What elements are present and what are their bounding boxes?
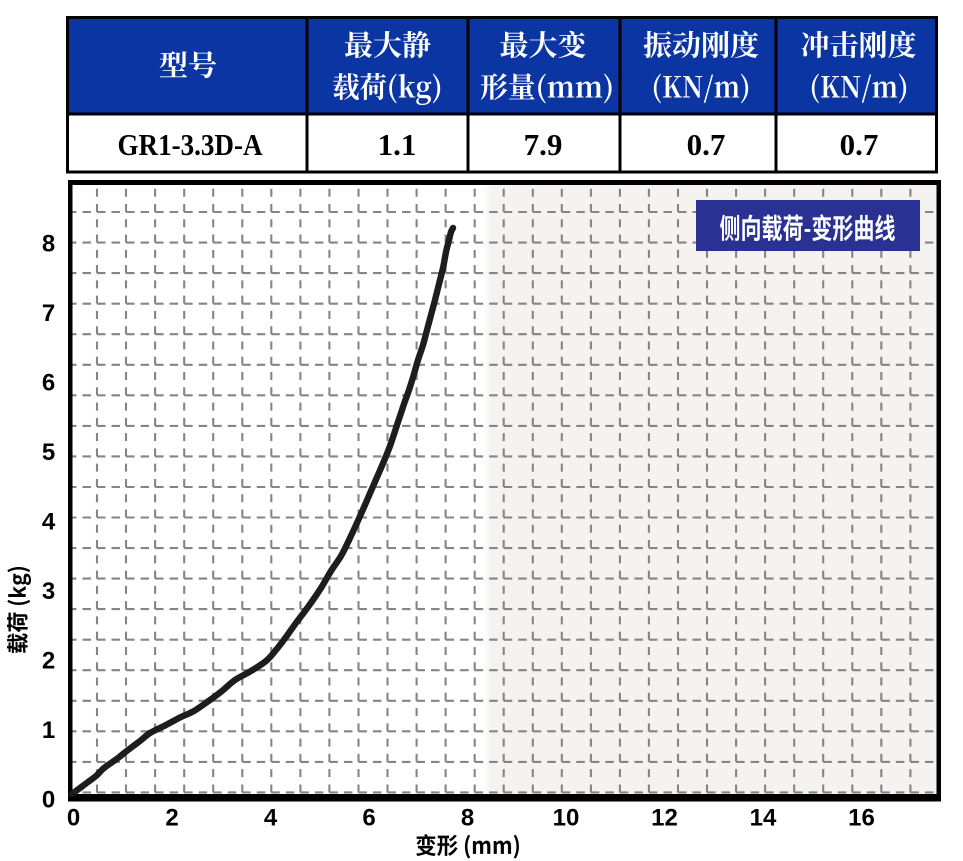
svg-text:6: 6 [42, 370, 55, 397]
svg-text:3: 3 [42, 578, 55, 605]
svg-text:16: 16 [848, 805, 875, 832]
svg-text:4: 4 [42, 509, 56, 536]
svg-text:10: 10 [553, 805, 580, 832]
svg-text:0.7: 0.7 [840, 127, 879, 162]
svg-text:0.7: 0.7 [687, 127, 726, 162]
svg-text:7.9: 7.9 [524, 127, 563, 162]
svg-text:GR1-3.3D-A: GR1-3.3D-A [118, 127, 264, 162]
svg-text:14: 14 [750, 805, 777, 832]
svg-text:12: 12 [651, 805, 678, 832]
svg-text:1.1: 1.1 [378, 127, 417, 162]
svg-text:0: 0 [67, 805, 80, 832]
svg-text:1: 1 [42, 717, 55, 744]
svg-text:2: 2 [165, 805, 178, 832]
svg-text:5: 5 [42, 439, 55, 466]
svg-text:4: 4 [264, 805, 278, 832]
svg-text:2: 2 [42, 648, 55, 675]
svg-text:6: 6 [362, 805, 375, 832]
svg-text:8: 8 [461, 805, 474, 832]
svg-text:8: 8 [42, 231, 55, 258]
svg-text:7: 7 [42, 300, 55, 327]
svg-text:0: 0 [42, 787, 55, 814]
